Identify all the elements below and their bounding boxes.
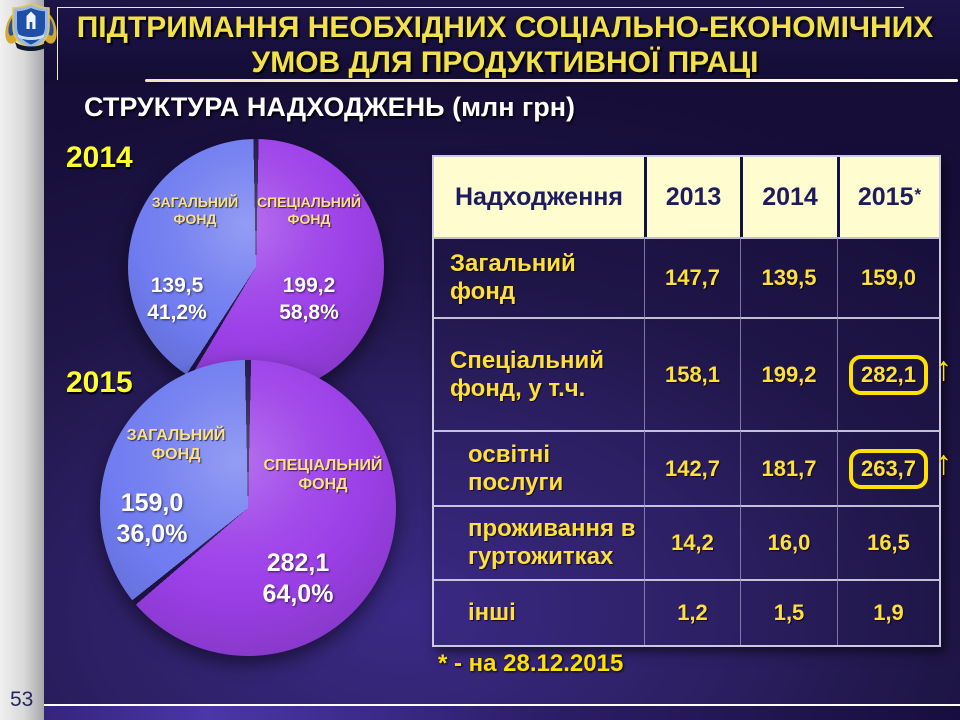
table-cell: 139,5: [740, 237, 837, 317]
highlight-box: 282,1: [848, 354, 929, 395]
table-cell: 14,2: [644, 505, 740, 579]
bottom-divider-line: [44, 704, 960, 706]
table-cell: 159,0: [837, 237, 939, 317]
slide-title: ПІДТРИМАННЯ НЕОБХІДНИХ СОЦІАЛЬНО-ЕКОНОМІ…: [60, 10, 950, 80]
header-background: [44, 0, 960, 85]
table-cell-highlighted: 282,1: [837, 317, 939, 430]
page-number: 53: [10, 688, 34, 711]
table-cell: 158,1: [644, 317, 740, 430]
highlight-box: 263,7: [848, 448, 929, 489]
pie-2015-general-amount: 159,0: [120, 489, 184, 517]
table-cell: 1,5: [740, 579, 837, 645]
pie-2014-label-general-fund: ЗАГАЛЬНИЙ ФОНД: [151, 194, 239, 227]
table-header-2015: 2015 *: [837, 157, 939, 237]
footnote: * - на 28.12.2015: [438, 650, 624, 677]
pie-2015-special-percent: 64,0%: [262, 580, 334, 608]
pie-2014-label-special-fund: СПЕЦІАЛЬНИЙ ФОНД: [256, 194, 362, 227]
table-header-revenues-text: Надходження: [454, 182, 623, 211]
pie-2014-general-amount: 139,5: [150, 274, 204, 297]
table-row-general-fund-label: Загальний фонд: [434, 237, 644, 317]
slide-title-line2: УМОВ ДЛЯ ПРОДУКТИВНОЇ ПРАЦІ: [251, 46, 759, 79]
table-header-2013-text: 2013: [665, 182, 722, 211]
table-cell: 1,9: [837, 579, 939, 645]
table-header-2015-text: 2015: [857, 182, 914, 211]
table-row-other-label: інші: [434, 579, 644, 645]
table-cell: 16,5: [837, 505, 939, 579]
pie-2014-year-label: 2014: [66, 141, 133, 174]
increase-arrow-icon: ↑: [935, 350, 952, 388]
pie-2015-general-percent: 36,0%: [116, 520, 188, 548]
table-cell: 142,7: [644, 430, 740, 505]
table-header-2015-asterisk: *: [914, 185, 922, 204]
pie-2015-label-special-fund: СПЕЦІАЛЬНИЙ ФОНД: [263, 457, 383, 493]
table-header-revenues: Надходження: [434, 157, 644, 237]
header-underline: [145, 79, 958, 82]
table-row-dormitory-label: проживання в гуртожитках: [434, 505, 644, 579]
pie-2015-special-amount: 282,1: [266, 549, 330, 577]
pie-2014-disc: [128, 139, 384, 395]
table-cell-highlighted: 263,7: [837, 430, 939, 505]
table-cell: 181,7: [740, 430, 837, 505]
left-sidebar-strip: [0, 0, 44, 720]
pie-2015-label-general-fund: ЗАГАЛЬНИЙ ФОНД: [126, 427, 226, 463]
slide-title-line1: ПІДТРИМАННЯ НЕОБХІДНИХ СОЦІАЛЬНО-ЕКОНОМІ…: [76, 11, 934, 44]
pie-chart-2015: ЗАГАЛЬНИЙ ФОНД СПЕЦІАЛЬНИЙ ФОНД 159,0 36…: [100, 360, 396, 656]
pie-2015-value-special-fund: 282,1 64,0%: [236, 548, 360, 610]
table-header-2014-text: 2014: [762, 182, 818, 211]
table-cell: 147,7: [644, 237, 740, 317]
pie-2014-special-amount: 199,2: [282, 274, 336, 297]
table-cell: 16,0: [740, 505, 837, 579]
table-cell: 199,2: [740, 317, 837, 430]
pie-2015-disc: [100, 360, 396, 656]
university-emblem-icon: [5, 3, 57, 51]
section-subtitle: СТРУКТУРА НАДХОДЖЕНЬ (млн грн): [84, 92, 576, 122]
title-border-box: [57, 7, 904, 80]
pie-2015-value-general-fund: 159,0 36,0%: [90, 488, 214, 550]
pie-2014-special-percent: 58,8%: [279, 301, 339, 324]
bottom-bar: [44, 706, 960, 720]
pie-2014-general-percent: 41,2%: [147, 301, 207, 324]
table-row-special-fund-label: Спеціальний фонд, у т.ч.: [434, 317, 644, 430]
table-cell: 1,2: [644, 579, 740, 645]
increase-arrow-icon: ↑: [935, 444, 952, 482]
table-header-2013: 2013: [644, 157, 740, 237]
pie-chart-2014: ЗАГАЛЬНИЙ ФОНД СПЕЦІАЛЬНИЙ ФОНД 139,5 41…: [128, 139, 384, 395]
pie-2014-value-special-fund: 199,2 58,8%: [254, 272, 364, 326]
pie-2014-value-general-fund: 139,5 41,2%: [122, 272, 232, 326]
revenue-table: Надходження 2013 2014 2015 * Загальний фо…: [432, 155, 941, 647]
table-row-educational-services-label: освітні послуги: [434, 430, 644, 505]
table-header-2014: 2014: [740, 157, 837, 237]
pie-2015-year-label: 2015: [66, 366, 133, 399]
